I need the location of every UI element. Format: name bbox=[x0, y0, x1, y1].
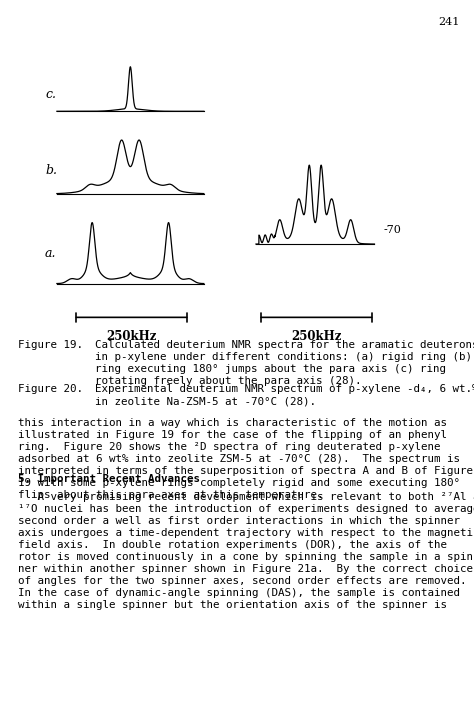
Text: this interaction in a way which is characteristic of the motion as
illustrated i: this interaction in a way which is chara… bbox=[18, 418, 473, 500]
Text: 250kHz: 250kHz bbox=[291, 330, 342, 343]
Text: Experimental deuterium NMR spectrum of p-xylene -d₄, 6 wt.%
in zeolite Na-ZSM-5 : Experimental deuterium NMR spectrum of p… bbox=[95, 384, 474, 406]
Text: c.: c. bbox=[45, 88, 56, 101]
Text: Figure 19.: Figure 19. bbox=[18, 340, 83, 350]
Text: b.: b. bbox=[45, 164, 57, 177]
Text: A very promising recent development which is relevant to both ²⁷Al and
¹⁷O nucle: A very promising recent development whic… bbox=[18, 492, 474, 610]
Text: Calculated deuterium NMR spectra for the aramatic deuterons
in p-xylene under di: Calculated deuterium NMR spectra for the… bbox=[95, 340, 474, 386]
Text: 5. Important Recent Advances: 5. Important Recent Advances bbox=[18, 474, 200, 484]
Text: 241: 241 bbox=[438, 17, 460, 27]
Text: Figure 20.: Figure 20. bbox=[18, 384, 83, 394]
Text: 250kHz: 250kHz bbox=[106, 330, 157, 343]
Text: -70: -70 bbox=[384, 225, 402, 235]
Text: a.: a. bbox=[45, 247, 56, 260]
